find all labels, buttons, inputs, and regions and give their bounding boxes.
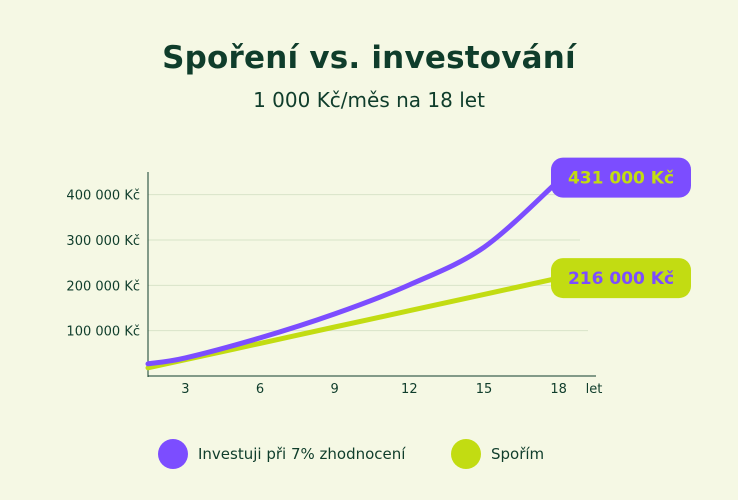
x-tick-label: 15 <box>476 382 493 397</box>
end-value-badge-save <box>551 258 691 299</box>
legend-item-invest: Investuji při 7% zhodnocení <box>158 438 405 470</box>
legend-item-save: Spořím <box>451 438 544 470</box>
x-tick-label: 9 <box>331 382 339 397</box>
end-value-label-save: 216 000 Kč <box>568 269 674 289</box>
x-tick-label: 12 <box>401 382 418 397</box>
legend-label-save: Spořím <box>491 445 545 463</box>
y-tick-label: 300 000 Kč <box>66 234 140 249</box>
y-tick-label: 100 000 Kč <box>66 325 140 340</box>
chart-subtitle: 1 000 Kč/měs na 18 let <box>253 88 485 112</box>
y-tick-label: 400 000 Kč <box>66 189 140 204</box>
end-value-badge-invest <box>551 157 691 198</box>
y-tick-label: 200 000 Kč <box>66 279 140 294</box>
legend-label-invest: Investuji při 7% zhodnocení <box>198 445 406 463</box>
x-axis-label: let <box>586 382 603 397</box>
x-tick-label: 3 <box>181 382 189 397</box>
end-value-label-invest: 431 000 Kč <box>568 169 674 189</box>
x-tick-label: 6 <box>256 382 264 397</box>
chart-title: Spoření vs. investování <box>162 40 576 76</box>
series-line-invest <box>145 178 562 367</box>
legend-swatch-save <box>451 439 481 469</box>
legend-swatch-invest <box>158 439 188 469</box>
x-tick-label: 18 <box>550 382 567 397</box>
